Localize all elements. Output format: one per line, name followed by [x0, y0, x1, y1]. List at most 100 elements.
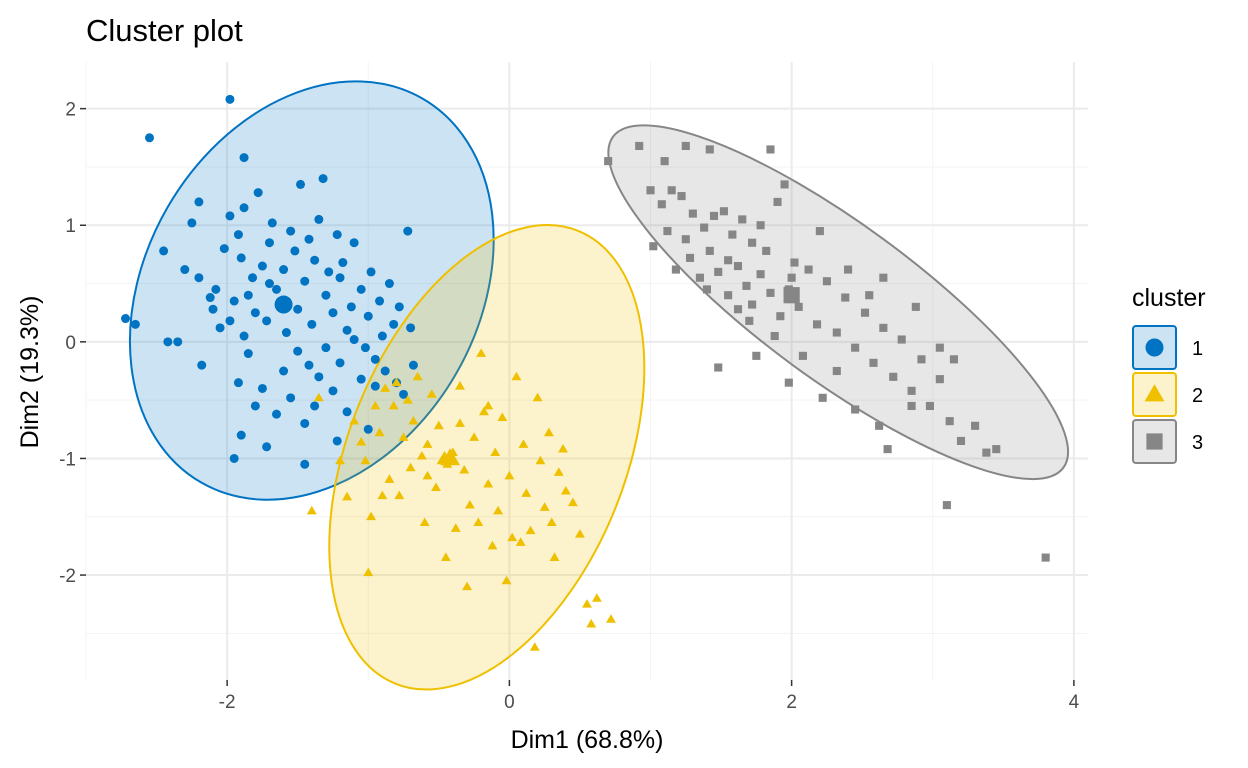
cluster-3-point — [879, 323, 888, 332]
cluster-2-point — [459, 464, 470, 474]
cluster-3-center — [783, 287, 800, 304]
cluster-2-point — [553, 467, 564, 476]
cluster-1-point — [310, 401, 320, 411]
cluster-3-point — [649, 242, 658, 251]
cluster-3-point — [907, 401, 916, 411]
cluster-2-point — [586, 618, 597, 628]
cluster-2-point — [582, 599, 592, 608]
cluster-2-point — [529, 642, 540, 651]
cluster-3-point — [635, 141, 644, 151]
legend-label-1: 1 — [1192, 338, 1203, 360]
cluster-2-point — [306, 505, 317, 515]
cluster-3-point — [681, 235, 690, 244]
cluster-2-point — [422, 470, 433, 480]
cluster-2-point — [549, 552, 560, 561]
cluster-3-point — [756, 221, 765, 230]
cluster-3-point — [798, 351, 807, 360]
cluster-2-point — [493, 505, 504, 515]
cluster-1-point — [307, 319, 317, 329]
cluster-1-point — [338, 258, 348, 268]
cluster-1-point — [389, 319, 399, 329]
cluster-3-point — [604, 157, 613, 166]
cluster-1-point — [272, 284, 282, 294]
cluster-2-point — [402, 395, 413, 404]
cluster-3-point — [971, 421, 980, 430]
cluster-3-point — [790, 258, 799, 267]
cluster-1-point — [272, 409, 282, 419]
cluster-1-point — [366, 267, 376, 277]
cluster-3-point — [787, 273, 796, 282]
cluster-2-point — [525, 525, 536, 535]
cluster-2-ellipse — [328, 224, 646, 691]
cluster-2-point — [335, 455, 345, 465]
cluster-1-point — [173, 337, 183, 347]
cluster-2-point — [501, 575, 512, 585]
cluster-1-point — [250, 308, 260, 318]
cluster-3-point — [667, 186, 676, 195]
cluster-1-point — [318, 174, 328, 184]
cluster-1-point — [380, 366, 390, 376]
cluster-2-point — [408, 416, 419, 425]
cluster-3-point — [705, 145, 714, 154]
cluster-1-point — [321, 343, 331, 353]
cluster-3-point — [733, 262, 743, 271]
cluster-1-point — [121, 314, 131, 324]
cluster-3-point — [714, 267, 723, 276]
cluster-3-point — [671, 265, 680, 274]
cluster-3-point — [822, 277, 831, 286]
cluster-1-point — [332, 230, 342, 240]
cluster-3-point — [685, 253, 695, 262]
cluster-1-point — [257, 261, 267, 271]
cluster-3-point — [766, 145, 775, 154]
cluster-1-point — [279, 265, 289, 275]
cluster-3-point — [748, 300, 757, 309]
cluster-3-point — [657, 200, 666, 209]
cluster-2-point — [507, 532, 518, 542]
x-tick-label: 0 — [504, 692, 515, 713]
cluster-2-point — [380, 383, 391, 392]
cluster-1-point — [211, 284, 221, 294]
cluster-3-point — [883, 445, 892, 454]
cluster-3-point — [832, 366, 841, 376]
cluster-3-point — [804, 265, 813, 274]
cluster-2-point — [366, 511, 377, 521]
cluster-3-point — [756, 270, 765, 279]
cluster-1-point — [159, 246, 169, 256]
cluster-2-point — [591, 593, 602, 602]
cluster-3-point — [660, 157, 669, 166]
cluster-1-point — [346, 302, 356, 312]
cluster-1-point — [236, 253, 246, 263]
cluster-1-point — [375, 296, 385, 306]
cluster-3-point — [844, 265, 853, 274]
grid-lines — [85, 62, 1088, 680]
cluster-1-point — [229, 453, 239, 463]
cluster-3-point — [869, 358, 878, 367]
cluster-2-point — [515, 537, 526, 546]
cluster-3-point — [794, 302, 803, 311]
cluster-1-point — [300, 276, 310, 286]
cluster-2-point — [374, 427, 385, 437]
cluster-3-point — [733, 305, 743, 314]
legend-title: cluster — [1132, 284, 1206, 312]
cluster-2-point — [497, 412, 508, 422]
cluster-2-point — [560, 485, 571, 495]
cluster-1-point — [384, 279, 394, 289]
cluster-3-point — [762, 246, 771, 255]
cluster-1-point — [363, 311, 373, 321]
cluster-3-point — [1041, 553, 1050, 562]
cluster-3-point — [907, 386, 916, 395]
cluster-2-point — [521, 488, 532, 497]
y-tick-label: -2 — [59, 566, 76, 587]
cluster-1-point — [239, 331, 249, 341]
cluster-3-point — [702, 285, 712, 294]
cluster-3-point — [748, 238, 757, 247]
cluster-1-point — [300, 459, 310, 469]
cluster-3-point — [879, 273, 888, 282]
cluster-1-point — [219, 244, 229, 254]
y-tick-label: 2 — [65, 100, 76, 121]
cluster-1-point — [304, 360, 314, 370]
cluster-3-point — [992, 445, 1001, 454]
plot-panel — [85, 62, 1088, 691]
cluster-2-point — [504, 470, 515, 480]
cluster-2-point — [405, 462, 416, 472]
